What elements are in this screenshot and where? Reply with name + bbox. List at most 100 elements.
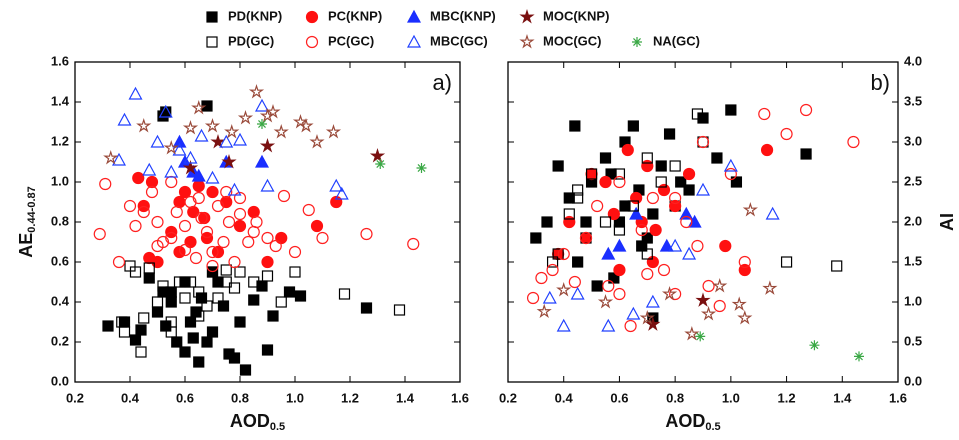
point xyxy=(579,231,593,245)
panel-label: a) xyxy=(432,70,452,95)
x-axis-label-main: AOD xyxy=(230,411,270,431)
point xyxy=(206,245,219,259)
legend-label: PD(GC) xyxy=(228,33,274,48)
legend-label: PC(GC) xyxy=(328,33,374,48)
point xyxy=(847,135,860,149)
legend-marker xyxy=(406,9,422,23)
point xyxy=(552,160,564,172)
point xyxy=(329,178,344,192)
point xyxy=(639,310,655,325)
point xyxy=(234,316,246,328)
legend-marker xyxy=(206,11,218,23)
point xyxy=(129,334,142,346)
point xyxy=(645,294,660,308)
point xyxy=(292,114,309,129)
point xyxy=(123,199,137,213)
point xyxy=(275,296,287,308)
point xyxy=(182,120,199,135)
x-tick-label: 0.6 xyxy=(610,390,628,405)
point xyxy=(731,296,747,311)
point xyxy=(608,272,620,284)
x-tick-label: 1.4 xyxy=(396,390,415,405)
y-tick-label: 1.2 xyxy=(51,133,69,148)
point xyxy=(294,290,307,302)
point xyxy=(619,200,631,212)
point xyxy=(200,225,214,239)
x-axis-label: AOD0.5 xyxy=(230,411,285,433)
point xyxy=(541,216,553,228)
point xyxy=(184,276,197,288)
point xyxy=(99,177,112,191)
x-tick-label: 1.0 xyxy=(722,390,740,405)
x-tick-label: 0.6 xyxy=(176,390,194,405)
point xyxy=(165,296,177,308)
point xyxy=(626,306,641,320)
point xyxy=(762,280,778,295)
point xyxy=(601,318,616,332)
point xyxy=(164,164,179,178)
y-tick-label: 3.5 xyxy=(904,93,922,108)
x-tick-label: 1.6 xyxy=(889,390,907,405)
legend-label: PD(KNP) xyxy=(228,8,282,23)
point xyxy=(193,286,205,298)
point xyxy=(103,150,119,165)
point xyxy=(691,239,704,253)
y-tick-label: 1.0 xyxy=(51,173,69,188)
y2-axis-label: AI xyxy=(937,213,957,231)
point xyxy=(192,191,205,205)
point xyxy=(261,344,274,356)
point xyxy=(178,185,192,199)
point xyxy=(151,296,164,308)
point xyxy=(137,205,150,219)
point xyxy=(191,168,206,182)
point xyxy=(613,216,626,228)
point xyxy=(220,264,232,276)
legend-label: MBC(GC) xyxy=(430,33,488,48)
point xyxy=(649,223,662,237)
point xyxy=(118,316,131,328)
point xyxy=(669,160,681,172)
y-tick-label: 2.0 xyxy=(904,213,922,228)
point xyxy=(723,158,738,172)
y-tick-label: 0.5 xyxy=(904,333,922,348)
y-tick-label: 1.0 xyxy=(904,293,922,308)
point xyxy=(742,202,758,217)
point xyxy=(165,326,177,338)
point xyxy=(831,260,843,272)
point xyxy=(809,340,820,351)
point xyxy=(659,238,674,252)
point xyxy=(765,206,780,220)
point xyxy=(407,237,420,251)
point xyxy=(283,286,296,298)
y-tick-label: 3.0 xyxy=(904,133,922,148)
point xyxy=(201,336,213,348)
point xyxy=(184,195,197,209)
point xyxy=(138,312,150,324)
legend-label: MOC(GC) xyxy=(543,33,602,48)
point xyxy=(204,118,221,133)
legend-label: MBC(KNP) xyxy=(430,8,496,23)
point xyxy=(261,231,274,245)
point xyxy=(135,346,147,358)
point xyxy=(601,246,616,260)
point xyxy=(621,143,634,157)
point xyxy=(261,255,274,269)
point xyxy=(683,184,695,196)
point xyxy=(629,206,644,220)
x-tick-label: 1.2 xyxy=(341,390,359,405)
point xyxy=(193,310,205,322)
point xyxy=(193,356,205,368)
point xyxy=(680,215,693,229)
point xyxy=(758,107,771,121)
point xyxy=(316,231,329,245)
point xyxy=(247,225,260,239)
point xyxy=(556,282,572,297)
point xyxy=(613,287,626,301)
point xyxy=(171,336,183,348)
point xyxy=(93,227,106,241)
point xyxy=(205,170,220,184)
point xyxy=(136,118,152,133)
point xyxy=(228,352,241,364)
point xyxy=(163,140,179,155)
